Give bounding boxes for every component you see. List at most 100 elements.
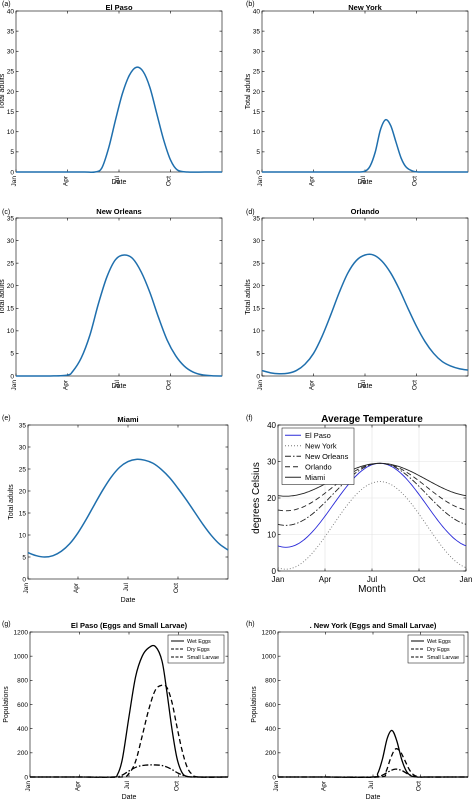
- y-tick-label: 600: [17, 702, 28, 709]
- chart-title: . New York (Eggs and Small Larvae): [310, 621, 437, 630]
- x-tick-label: Jan: [273, 781, 280, 792]
- panel-label: (a): [2, 1, 11, 8]
- series-group: [261, 253, 469, 375]
- chart-title: New Orleans: [96, 207, 141, 216]
- y-tick-label: 35: [253, 215, 261, 222]
- y-tick-label: 15: [253, 306, 261, 313]
- series-line-dry-eggs: [278, 748, 468, 779]
- y-tick-label: 10: [7, 129, 15, 136]
- y-axis-label: Total adults: [245, 73, 252, 109]
- y-tick-label: 20: [7, 283, 15, 290]
- x-axis-label: Month: [358, 584, 386, 595]
- x-tick-label: Apr: [309, 175, 316, 186]
- x-tick-label: Oct: [412, 380, 419, 390]
- x-tick-label: Jul: [114, 175, 121, 184]
- y-tick-label: 25: [7, 260, 15, 267]
- series-line-1: [15, 66, 222, 174]
- y-tick-label: 30: [19, 444, 27, 451]
- series-line-1: [27, 458, 229, 558]
- chart-panel-3: (c) New Orleans 0 5 10 15 20 25 30 35 Jan Apr Jul Oct…: [0, 207, 223, 391]
- panel-label: (e): [2, 415, 11, 422]
- y-tick-label: 0: [10, 169, 14, 176]
- series-line-dry-eggs: [30, 684, 229, 778]
- plot-frame: [261, 217, 469, 377]
- series-group: [261, 118, 468, 173]
- chart-panel-2: (b) New York 0 5 10 15 20 25 30 35 40 Jan Apr Jul Oct D…: [245, 1, 469, 187]
- y-tick-label: 35: [7, 28, 15, 35]
- y-tick-label: 15: [253, 109, 261, 116]
- chart-panel-4: (d) Orlando 0 5 10 15 20 25 30 35 Jan Apr Jul Oct Date…: [245, 207, 469, 391]
- series-group: [278, 729, 469, 779]
- x-tick-label: Jan: [272, 575, 285, 584]
- chart-panel-7: (g) El Paso (Eggs and Small Larvae) 0 200 40…: [2, 621, 229, 801]
- y-tick-label: 35: [253, 28, 261, 35]
- x-tick-label: Jul: [123, 582, 130, 591]
- legend-label: Miami: [305, 473, 325, 482]
- x-axis-label: Date: [358, 179, 373, 186]
- plot-frame: [15, 10, 223, 173]
- x-tick-label: Oct: [413, 575, 426, 584]
- y-tick-label: 40: [267, 421, 276, 430]
- chart-title: El Paso: [105, 3, 133, 12]
- y-tick-label: 30: [253, 238, 261, 245]
- y-tick-label: 40: [253, 8, 261, 15]
- x-tick-label: Jan: [11, 380, 18, 391]
- panel-label: (g): [2, 621, 11, 628]
- y-tick-label: 200: [265, 750, 276, 757]
- y-tick-label: 30: [7, 238, 15, 245]
- series-line-miami: [277, 462, 467, 497]
- panel-label: (b): [246, 1, 255, 8]
- x-tick-label: Jan: [257, 176, 264, 187]
- chart-title: New York: [348, 3, 382, 12]
- y-tick-label: 0: [24, 774, 28, 781]
- x-tick-label: Jan: [23, 583, 30, 594]
- y-tick-label: 1000: [14, 653, 29, 660]
- legend-label: Small Larvae: [427, 655, 459, 661]
- x-tick-label: Jul: [114, 379, 121, 388]
- x-tick-label: Apr: [63, 175, 70, 186]
- legend-label: Dry Eggs: [427, 647, 450, 653]
- y-tick-label: 20: [19, 488, 27, 495]
- series-line-1: [261, 253, 469, 375]
- y-tick-label: 200: [17, 750, 28, 757]
- chart-title: El Paso (Eggs and Small Larvae): [71, 621, 188, 630]
- y-tick-label: 1200: [262, 629, 277, 636]
- panel-label: (h): [246, 621, 255, 628]
- y-tick-label: 30: [253, 49, 261, 56]
- series-group: [16, 254, 223, 377]
- chart-panel-6: (f) Average Temperature 0 10 20 30 40 Jan Apr Jul…: [246, 414, 472, 595]
- x-tick-label: Apr: [75, 780, 82, 791]
- y-tick-label: 1000: [262, 653, 277, 660]
- y-tick-label: 20: [253, 89, 261, 96]
- series-line-new-york: [277, 481, 467, 570]
- x-tick-label: Jan: [257, 380, 264, 391]
- y-tick-label: 1200: [14, 629, 29, 636]
- x-tick-label: Jul: [368, 780, 375, 789]
- x-tick-label: Oct: [166, 176, 173, 186]
- legend-label: Small Larvae: [187, 655, 219, 661]
- y-axis-label: Populations: [3, 686, 10, 723]
- y-tick-label: 25: [253, 260, 261, 267]
- y-tick-label: 15: [19, 510, 27, 517]
- y-tick-label: 10: [267, 530, 276, 539]
- y-axis-label: degrees Celsius: [251, 462, 262, 534]
- x-axis-label: Date: [112, 179, 127, 186]
- y-tick-label: 0: [10, 373, 14, 380]
- y-tick-label: 0: [256, 169, 260, 176]
- x-tick-label: Apr: [309, 379, 316, 390]
- x-axis-label: Date: [121, 597, 136, 604]
- panel-label: (d): [246, 209, 255, 216]
- x-tick-label: Oct: [174, 781, 181, 791]
- y-tick-label: 5: [22, 554, 26, 561]
- x-axis-label: Date: [358, 383, 373, 390]
- y-tick-label: 5: [10, 351, 14, 358]
- y-tick-label: 0: [272, 774, 276, 781]
- y-tick-label: 600: [265, 702, 276, 709]
- plot-frame: [27, 424, 229, 580]
- y-axis-label: Total adults: [0, 279, 6, 315]
- y-tick-label: 5: [10, 149, 14, 156]
- x-tick-label: Apr: [319, 575, 332, 584]
- y-tick-label: 40: [7, 8, 15, 15]
- x-tick-label: Jan: [25, 781, 32, 792]
